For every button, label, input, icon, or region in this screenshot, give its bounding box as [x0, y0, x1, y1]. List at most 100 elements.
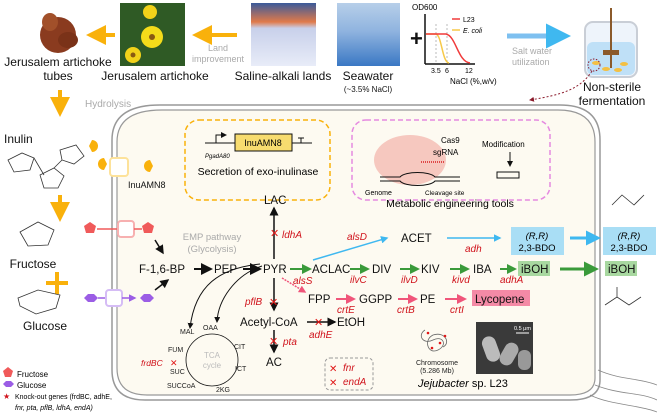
tubes-label-2: tubes — [43, 69, 72, 83]
cell-outer-membrane — [111, 104, 601, 401]
series-l23 — [426, 33, 471, 64]
gene-adhA: adhA — [500, 275, 524, 286]
flagella — [589, 369, 657, 413]
inulin-label: Inulin — [4, 132, 33, 146]
metabolite-f16bp: F-1,6-BP — [139, 264, 185, 276]
seawater-photo — [337, 3, 400, 66]
knockout-x-icon: ✕ — [329, 378, 337, 389]
tca-ict: ICT — [235, 366, 247, 373]
tca-label: TCA — [204, 351, 221, 360]
inset-xlabel: NaCl (%,w/v) — [450, 77, 497, 86]
bdo-top: (R,R) — [526, 231, 549, 242]
tca-suc: SUC — [170, 369, 185, 376]
crispr-caption: Metabolic engineering tools — [386, 198, 514, 210]
emp-label-2: (Glycolysis) — [187, 244, 236, 255]
gene-adh: adh — [465, 244, 482, 255]
metabolite-ggpp: GGPP — [359, 294, 393, 306]
salt-water-label: Salt water — [512, 46, 552, 56]
enzyme-pacman-icon — [144, 160, 153, 172]
promoter-arrow-icon — [215, 132, 227, 143]
tca-label-2: cycle — [203, 361, 222, 370]
tca-cycle-ring — [185, 333, 239, 387]
legend-fructose: Fructose — [17, 370, 49, 379]
glucose-transporter — [105, 289, 123, 307]
modification-label: Modification — [482, 140, 525, 149]
saline-label: Saline-alkali lands — [235, 69, 332, 83]
cassette-caption: Secretion of exo-inulinase — [198, 166, 319, 178]
gene-pta: pta — [282, 337, 297, 348]
chromosome-size: (5.286 Mb) — [420, 368, 454, 375]
metabolite-iboh: iBOH — [521, 264, 548, 276]
secretion-box — [184, 119, 331, 201]
gene-crtE: crtE — [337, 305, 355, 316]
enzyme-pacman-icon — [89, 140, 98, 152]
series-e-coli — [426, 33, 450, 64]
gene-crtB: crtB — [397, 305, 415, 316]
knockout-x-icon: ✕ — [270, 228, 279, 240]
genome-label: Genome — [365, 190, 392, 197]
enzyme-pacman-icon — [98, 158, 107, 170]
legend-glucose: Glucose — [17, 381, 47, 390]
gene-crtI: crtI — [450, 305, 464, 316]
fructose-pentagon-icon — [142, 222, 154, 233]
knockout-x-icon: ✕ — [269, 336, 278, 348]
legend-knockout-2: fnr, pta, pflB, ldhA, endA) — [15, 405, 93, 412]
xtick-3.5: 3.5 — [431, 68, 441, 75]
metabolite-iba: IBA — [473, 264, 492, 276]
fermentation-label: Non-sterile — [583, 80, 641, 94]
bdo-structure — [611, 194, 645, 206]
bdo-box — [511, 227, 564, 255]
xtick-12: 12 — [465, 68, 473, 75]
metabolite-ac: AC — [266, 357, 282, 369]
metabolite-lycopene: Lycopene — [475, 294, 524, 306]
plus-sign: + — [410, 26, 423, 51]
metabolite-acet: ACET — [401, 233, 432, 245]
strain-species: sp. L23 — [469, 378, 508, 390]
glucose-structure — [17, 289, 61, 315]
modified-dna-icon — [496, 171, 520, 179]
metabolite-acetylcoa: Acetyl-CoA — [240, 317, 298, 329]
tca-oaa: OAA — [203, 325, 218, 332]
terminator-icon — [298, 137, 304, 143]
gene-adhE: adhE — [309, 330, 333, 341]
fermentation-label-2: fermentation — [579, 94, 646, 108]
fructose-transporter — [117, 220, 135, 238]
tca-2kg: 2KG — [216, 387, 230, 394]
secretion-channel — [109, 157, 129, 177]
cas9-shape — [374, 135, 446, 185]
cas9-label: Cas9 — [441, 136, 460, 145]
gene-kivd: kivd — [452, 275, 470, 286]
fermenter-icon — [584, 8, 638, 78]
iboh-box-extracellular — [605, 261, 637, 276]
scale-bar-label: 0.5 μm — [514, 326, 531, 332]
metabolite-div: DIV — [372, 264, 392, 276]
legend-l23: L23 — [463, 17, 475, 24]
knockout-x-icon: ✕ — [269, 297, 278, 309]
emp-label: EMP pathway — [183, 232, 242, 243]
inuamn8-label: InuAMN8 — [128, 180, 166, 190]
artichoke-tuber-image — [40, 13, 78, 53]
cassette-gene: InuAMN8 — [244, 138, 282, 148]
tca-fum: FUM — [168, 347, 183, 354]
bdo-bottom-ext: 2,3-BDO — [611, 243, 648, 254]
gene-fnr: fnr — [343, 363, 355, 374]
cell-inner-membrane — [116, 109, 596, 396]
hydrolysis-label: Hydrolysis — [85, 99, 131, 110]
plus-icon — [46, 272, 68, 294]
metabolite-pe: PE — [420, 294, 436, 306]
artichoke-label: Jerusalem artichoke — [101, 69, 209, 83]
iboh-box — [518, 261, 550, 276]
tca-mal: MAL — [180, 329, 195, 336]
metabolite-iboh-ext: iBOH — [608, 264, 635, 276]
chromosome-label: Chromosome — [416, 360, 458, 367]
metabolite-fpp: FPP — [308, 294, 331, 306]
strain-name: Jejubacter sp. L23 — [417, 378, 508, 390]
land-improvement-label-2: improvement — [192, 54, 245, 64]
xtick-6: 6 — [445, 68, 449, 75]
knockout-x-icon: ✕ — [314, 317, 323, 329]
metabolite-kiv: KIV — [421, 264, 440, 276]
legend-fructose-icon — [3, 367, 13, 377]
metabolite-etoh: EtOH — [337, 317, 365, 329]
